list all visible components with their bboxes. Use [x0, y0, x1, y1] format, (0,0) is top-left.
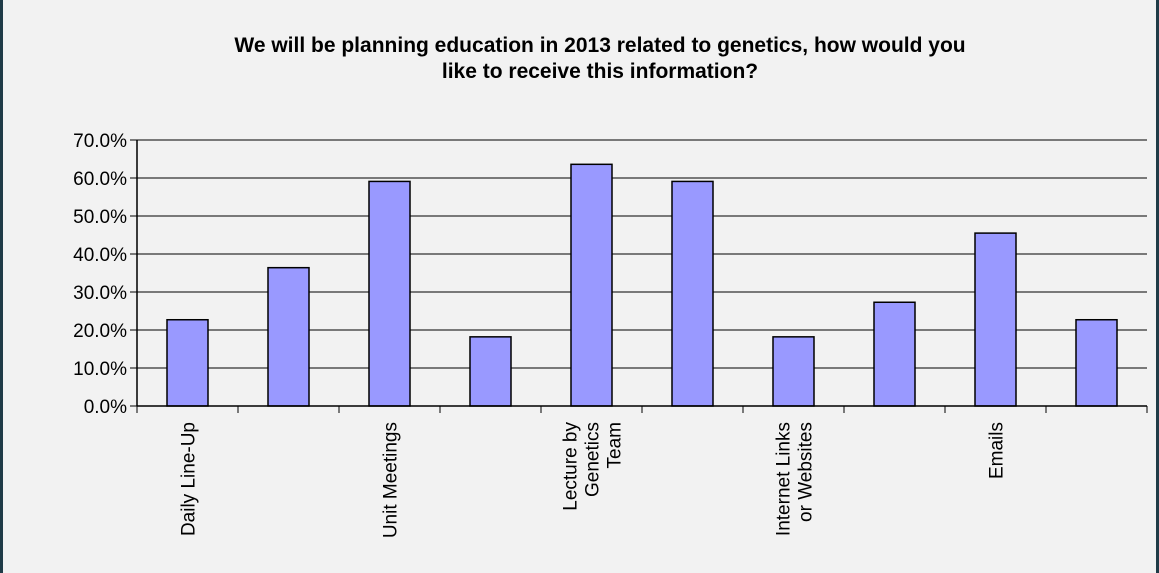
x-category-label: Emails	[987, 422, 1008, 479]
y-tick-label: 50.0%	[73, 207, 127, 228]
bar	[873, 301, 916, 407]
bar	[974, 232, 1017, 407]
x-category-label: Lecture by	[561, 422, 582, 511]
x-category-labels: Daily Line-Up Unit Meetings Lecture by Gene…	[179, 422, 1008, 539]
y-tick-label: 30.0%	[73, 283, 127, 304]
bars	[166, 163, 1118, 407]
bar	[772, 336, 815, 407]
bar	[166, 318, 209, 407]
x-category-label: Daily Line-Up	[179, 422, 200, 536]
chart-title-line-2: like to receive this information?	[441, 60, 759, 83]
bar	[671, 180, 714, 407]
chart-title-line-1: We will be planning education in 2013 re…	[234, 34, 966, 57]
y-tick-label: 70.0%	[73, 131, 127, 152]
y-tick-label: 40.0%	[73, 245, 127, 266]
y-tick-label: 0.0%	[84, 397, 127, 418]
x-category-label: Unit Meetings	[381, 422, 402, 538]
bar	[267, 266, 310, 407]
chart-title: We will be planning education in 2013 re…	[120, 33, 1080, 85]
y-tick-label: 10.0%	[73, 359, 127, 380]
x-category-label: Team	[605, 422, 626, 468]
y-tick-labels: 0.0% 10.0% 20.0% 30.0% 40.0% 50.0% 60.0% 70.0%	[73, 131, 127, 418]
bar	[570, 163, 613, 407]
x-category-label: Genetics	[583, 422, 604, 497]
bar	[368, 180, 411, 407]
x-category-label: or Websites	[796, 422, 817, 522]
x-category-label: Internet Links	[774, 422, 795, 536]
axes	[130, 139, 1148, 413]
y-tick-label: 60.0%	[73, 169, 127, 190]
bar	[1075, 318, 1118, 407]
y-tick-label: 20.0%	[73, 321, 127, 342]
bar	[469, 336, 512, 407]
